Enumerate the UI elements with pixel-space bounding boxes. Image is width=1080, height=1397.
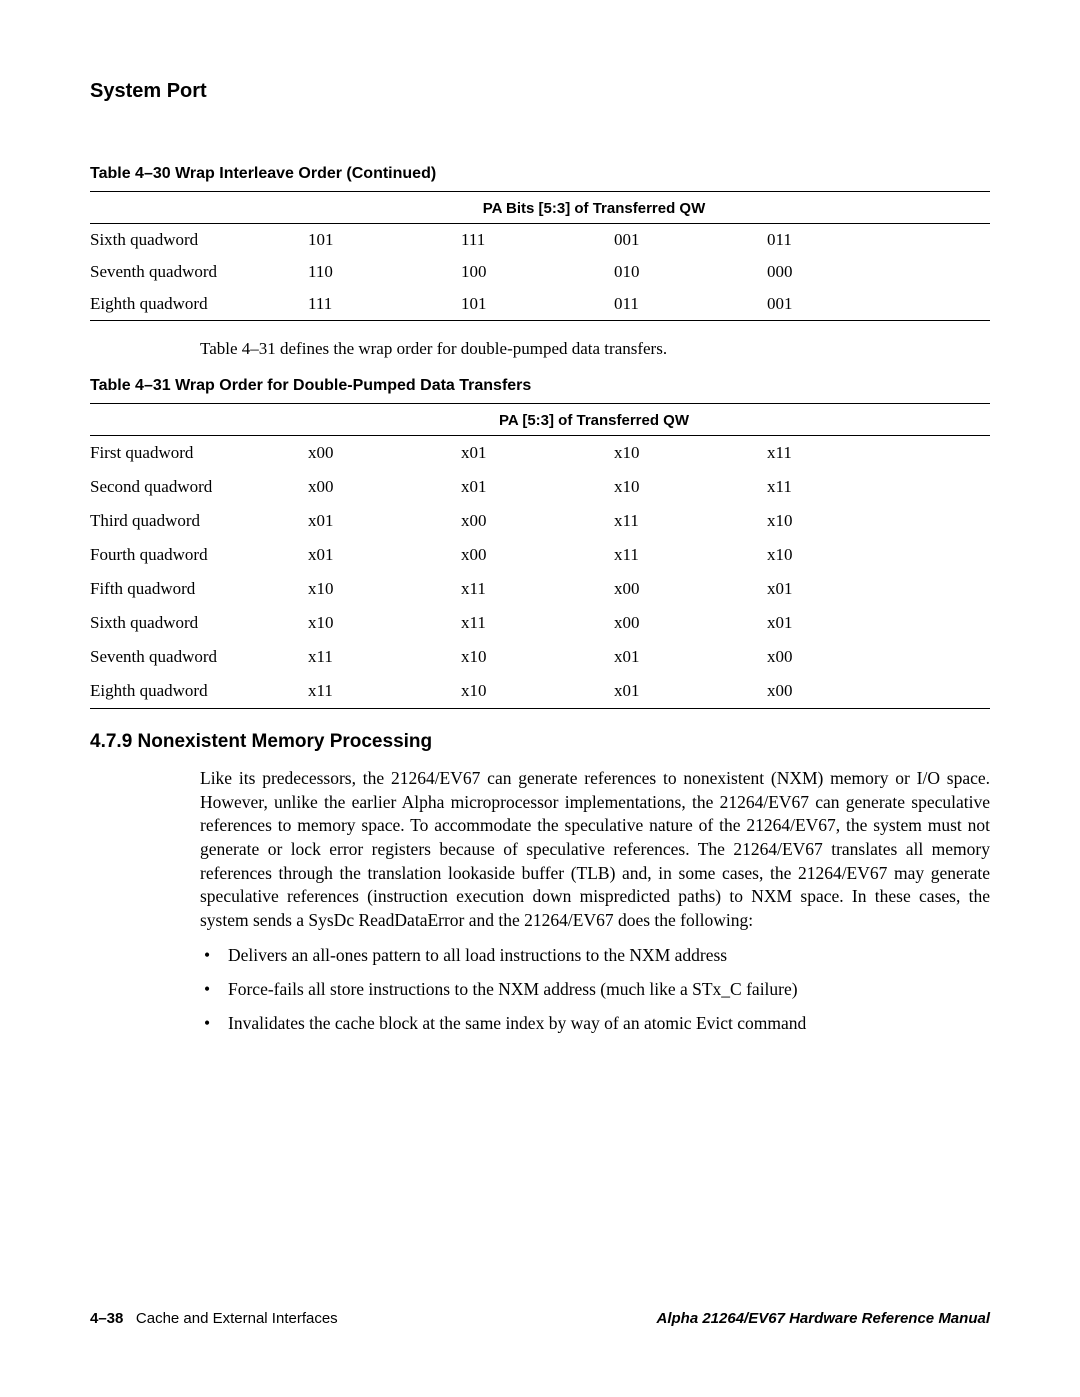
cell: x11	[594, 504, 747, 538]
row-label: Seventh quadword	[90, 640, 288, 674]
cell: x11	[747, 436, 900, 471]
table-30-title: Table 4–30 Wrap Interleave Order (Contin…	[90, 165, 990, 183]
row-label: Fifth quadword	[90, 572, 288, 606]
cell: x01	[747, 572, 900, 606]
cell: x10	[288, 572, 441, 606]
table-row: Sixth quadword x10 x11 x00 x01	[90, 606, 990, 640]
row-label: Sixth quadword	[90, 606, 288, 640]
cell: x11	[441, 606, 594, 640]
bullet-list: Delivers an all-ones pattern to all load…	[200, 944, 990, 1035]
cell: x10	[747, 504, 900, 538]
cell: x01	[594, 640, 747, 674]
cell: x00	[288, 436, 441, 471]
cell: 011	[594, 288, 747, 321]
footer-left-text: Cache and External Interfaces	[136, 1310, 338, 1327]
cell: 111	[288, 288, 441, 321]
footer-right: Alpha 21264/EV67 Hardware Reference Manu…	[657, 1310, 991, 1327]
cell: 110	[288, 256, 441, 288]
table-row: Fifth quadword x10 x11 x00 x01	[90, 572, 990, 606]
cell: 101	[441, 288, 594, 321]
cell: x00	[747, 674, 900, 709]
cell: 111	[441, 224, 594, 257]
cell: x11	[288, 674, 441, 709]
table-31: PA [5:3] of Transferred QW First quadwor…	[90, 403, 990, 709]
table-31-header: PA [5:3] of Transferred QW	[288, 404, 900, 436]
cell: x10	[594, 470, 747, 504]
cell: x11	[288, 640, 441, 674]
cell: 011	[747, 224, 900, 257]
cell: x00	[441, 504, 594, 538]
body-paragraph: Like its predecessors, the 21264/EV67 ca…	[200, 767, 990, 932]
cell: x10	[441, 640, 594, 674]
row-label: Second quadword	[90, 470, 288, 504]
cell: x11	[747, 470, 900, 504]
table-row: Second quadword x00 x01 x10 x11	[90, 470, 990, 504]
table-row: Fourth quadword x01 x00 x11 x10	[90, 538, 990, 572]
table-30-header: PA Bits [5:3] of Transferred QW	[288, 192, 900, 224]
cell: 100	[441, 256, 594, 288]
cell: 101	[288, 224, 441, 257]
table-row: First quadword x00 x01 x10 x11	[90, 436, 990, 471]
row-label: First quadword	[90, 436, 288, 471]
section-heading-479: 4.7.9 Nonexistent Memory Processing	[90, 731, 990, 753]
list-item: Invalidates the cache block at the same …	[200, 1012, 990, 1036]
list-item: Delivers an all-ones pattern to all load…	[200, 944, 990, 968]
cell: x11	[594, 538, 747, 572]
caption-431: Table 4–31 defines the wrap order for do…	[200, 339, 990, 359]
row-label: Sixth quadword	[90, 224, 288, 257]
table-row: Seventh quadword x11 x10 x01 x00	[90, 640, 990, 674]
table-30: PA Bits [5:3] of Transferred QW Sixth qu…	[90, 191, 990, 321]
row-label: Third quadword	[90, 504, 288, 538]
row-label: Eighth quadword	[90, 288, 288, 321]
cell: x10	[747, 538, 900, 572]
cell: x01	[594, 674, 747, 709]
cell: x01	[441, 436, 594, 471]
cell: x10	[441, 674, 594, 709]
table-row: Eighth quadword x11 x10 x01 x00	[90, 674, 990, 709]
cell: 000	[747, 256, 900, 288]
page-heading: System Port	[90, 80, 990, 103]
table-row: Sixth quadword 101 111 001 011	[90, 224, 990, 257]
footer-left: 4–38 Cache and External Interfaces	[90, 1310, 338, 1327]
table-row: Seventh quadword 110 100 010 000	[90, 256, 990, 288]
cell: x00	[441, 538, 594, 572]
table-row: Eighth quadword 111 101 011 001	[90, 288, 990, 321]
cell: 010	[594, 256, 747, 288]
cell: x00	[288, 470, 441, 504]
cell: 001	[594, 224, 747, 257]
cell: x00	[594, 606, 747, 640]
cell: x10	[594, 436, 747, 471]
page-number: 4–38	[90, 1310, 123, 1327]
row-label: Eighth quadword	[90, 674, 288, 709]
cell: x01	[288, 538, 441, 572]
cell: x11	[441, 572, 594, 606]
cell: 001	[747, 288, 900, 321]
cell: x00	[594, 572, 747, 606]
row-label: Seventh quadword	[90, 256, 288, 288]
cell: x01	[747, 606, 900, 640]
table-31-title: Table 4–31 Wrap Order for Double-Pumped …	[90, 377, 990, 395]
cell: x01	[288, 504, 441, 538]
row-label: Fourth quadword	[90, 538, 288, 572]
list-item: Force-fails all store instructions to th…	[200, 978, 990, 1002]
cell: x01	[441, 470, 594, 504]
page-footer: 4–38 Cache and External Interfaces Alpha…	[90, 1310, 990, 1327]
cell: x00	[747, 640, 900, 674]
cell: x10	[288, 606, 441, 640]
table-row: Third quadword x01 x00 x11 x10	[90, 504, 990, 538]
